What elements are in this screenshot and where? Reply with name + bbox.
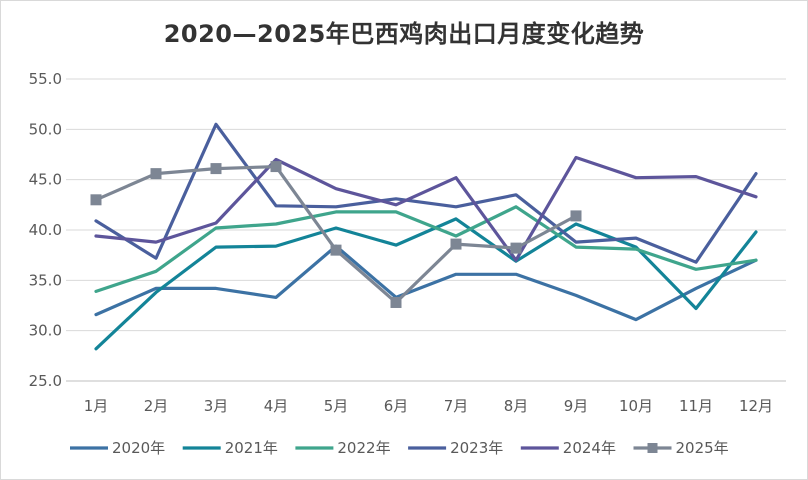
y-axis: 25.0 30.0 35.0 40.0 45.0 50.0 55.0 xyxy=(29,70,62,390)
data-point-2025年 xyxy=(90,194,102,206)
legend-marker xyxy=(647,443,658,453)
series-lines xyxy=(90,122,758,351)
x-tick-label: 10月 xyxy=(619,397,653,415)
x-tick-label: 2月 xyxy=(144,397,169,415)
y-tick-label: 25.0 xyxy=(29,372,62,390)
x-tick-label: 8月 xyxy=(504,397,529,415)
series-line-2024年 xyxy=(94,155,758,262)
legend-item: 2025年 xyxy=(633,439,729,457)
x-tick-label: 9月 xyxy=(564,397,589,415)
data-point-2025年 xyxy=(210,163,222,175)
legend-label: 2021年 xyxy=(225,439,278,457)
x-tick-label: 1月 xyxy=(84,397,109,415)
data-point-2025年 xyxy=(390,296,402,308)
x-tick-label: 3月 xyxy=(204,397,229,415)
series-line-2022年 xyxy=(94,205,758,293)
legend-item: 2023年 xyxy=(408,439,503,457)
data-point-2025年 xyxy=(150,168,162,180)
x-tick-label: 4月 xyxy=(264,397,289,415)
legend-item: 2020年 xyxy=(70,439,165,457)
legend-label: 2024年 xyxy=(563,439,616,457)
legend-label: 2022年 xyxy=(337,439,390,457)
data-point-2025年 xyxy=(510,242,522,254)
x-tick-label: 5月 xyxy=(324,397,349,415)
data-point-2025年 xyxy=(450,238,462,250)
series-line-2020年 xyxy=(94,244,758,322)
legend-label: 2025年 xyxy=(676,439,729,457)
y-tick-label: 30.0 xyxy=(29,322,62,340)
x-tick-label: 12月 xyxy=(739,397,773,415)
legend-item: 2022年 xyxy=(295,439,391,457)
x-tick-label: 11月 xyxy=(679,397,713,415)
y-tick-label: 55.0 xyxy=(29,70,62,88)
y-tick-label: 45.0 xyxy=(29,171,62,189)
x-tick-label: 6月 xyxy=(384,397,409,415)
series-line-2021年 xyxy=(94,217,758,351)
chart-title: 2020—2025年巴西鸡肉出口月度变化趋势 xyxy=(163,20,645,48)
legend-item: 2024年 xyxy=(520,439,616,457)
legend: 2020年 2021年 2022年 2023年 2024年 2025年 xyxy=(70,439,729,457)
y-tick-label: 40.0 xyxy=(29,221,62,239)
legend-label: 2023年 xyxy=(450,439,503,457)
data-point-2025年 xyxy=(270,161,282,173)
data-point-2025年 xyxy=(330,244,342,256)
y-tick-label: 50.0 xyxy=(29,120,62,138)
series-line-2023年 xyxy=(94,122,758,264)
x-axis: 1月 2月 3月 4月 5月 6月 7月 8月 9月 10月 11月 12月 xyxy=(84,397,773,415)
x-tick-label: 7月 xyxy=(444,397,469,415)
legend-item: 2021年 xyxy=(182,439,278,457)
y-tick-label: 35.0 xyxy=(29,271,62,289)
gridlines xyxy=(66,78,786,382)
data-point-2025年 xyxy=(570,210,582,222)
legend-label: 2020年 xyxy=(112,439,165,457)
